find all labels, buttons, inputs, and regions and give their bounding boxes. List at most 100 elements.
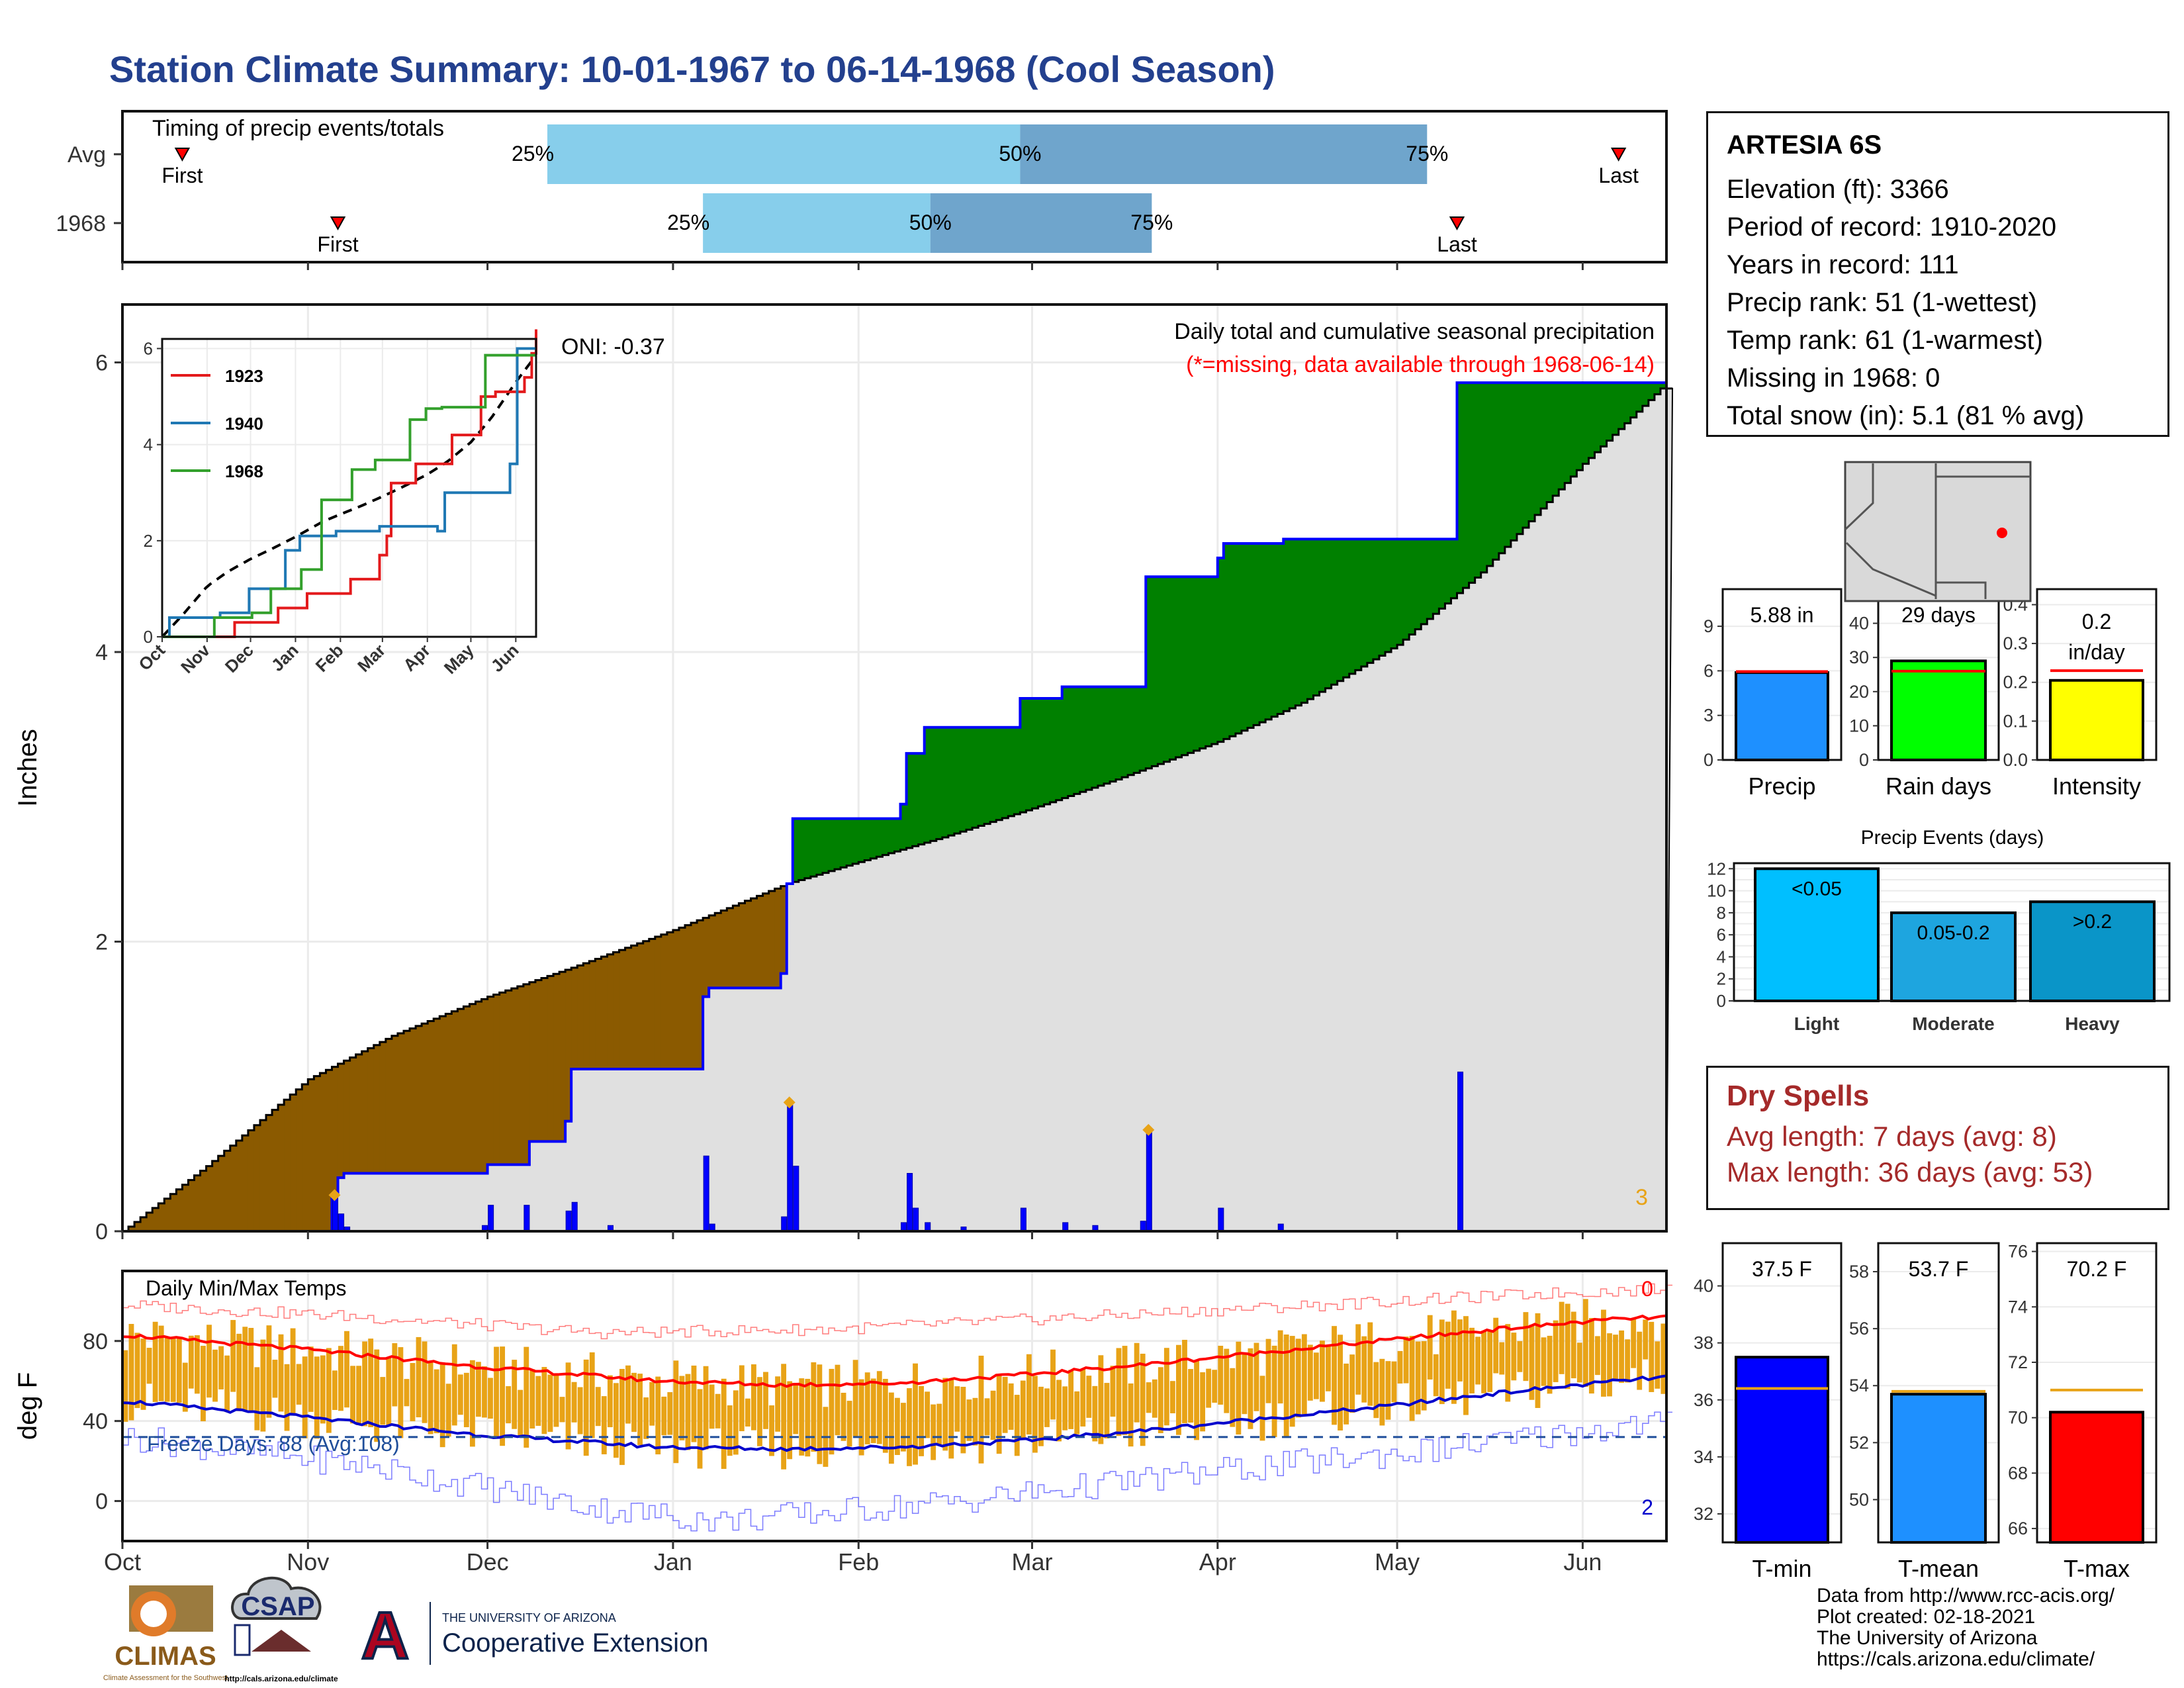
daily-temp-bar xyxy=(1110,1366,1116,1417)
deficit-fill xyxy=(469,1004,477,1174)
daily-temp-bar xyxy=(1338,1335,1343,1430)
daily-temp-bar xyxy=(488,1378,493,1419)
daily-temp-bar xyxy=(799,1378,805,1456)
surplus-fill xyxy=(1463,383,1470,588)
daily-temp-bar xyxy=(362,1341,368,1427)
daily-temp-bar xyxy=(1140,1354,1146,1446)
timing-label-50: 50% xyxy=(909,211,952,234)
surplus-fill xyxy=(1582,383,1590,464)
daily-temp-bar xyxy=(547,1374,553,1432)
surplus-fill xyxy=(1091,686,1099,788)
ua-university-name: THE UNIVERSITY OF ARIZONA xyxy=(442,1611,616,1624)
tempbar-frame xyxy=(1877,1242,2000,1544)
daily-temp-bar xyxy=(302,1356,308,1438)
daily-temp-bar xyxy=(326,1348,332,1433)
daily-temp-bar xyxy=(864,1372,870,1444)
events-title: Precip Events (days) xyxy=(1861,827,2044,849)
tempbar-y-tick-label: 70 xyxy=(2008,1408,2028,1428)
timing-bar-25-50 xyxy=(703,193,931,253)
inset-y-tick-label: 0 xyxy=(144,627,153,647)
daily-precip-bar xyxy=(787,1105,794,1232)
daily-temp-bar xyxy=(1397,1350,1403,1384)
deficit-fill xyxy=(343,1060,351,1174)
surplus-fill xyxy=(1140,686,1146,771)
tempbar-y-tick-label: 66 xyxy=(2008,1519,2028,1538)
surplus-fill xyxy=(1343,539,1350,678)
daily-temp-bar xyxy=(846,1401,852,1447)
deficit-fill xyxy=(523,984,530,1165)
daily-temp-bar xyxy=(685,1374,691,1450)
surplus-fill xyxy=(1211,577,1218,744)
daily-temp-bar xyxy=(1637,1331,1643,1390)
surplus-fill xyxy=(1337,539,1344,681)
oni-annotation: ONI: -0.37 xyxy=(561,334,665,359)
surplus-fill xyxy=(1331,539,1338,685)
daily-temp-bar xyxy=(1463,1316,1469,1415)
surplus-fill xyxy=(1349,539,1356,674)
main-title: Daily total and cumulative seasonal prec… xyxy=(1174,319,1655,344)
daily-temp-bar xyxy=(607,1375,613,1428)
daily-temp-bar xyxy=(715,1393,721,1429)
daily-temp-bar xyxy=(158,1325,164,1401)
daily-precip-bar xyxy=(1457,1071,1464,1232)
surplus-fill xyxy=(841,818,847,868)
freeze-days-label: Freeze Days: 88 (Avg:108) xyxy=(147,1432,400,1456)
deficit-fill xyxy=(660,934,668,1069)
main-y-tick-label: 6 xyxy=(95,351,108,376)
daily-temp-bar xyxy=(769,1405,774,1456)
surplus-fill xyxy=(1110,686,1116,782)
daily-precip-bar xyxy=(1218,1207,1224,1232)
surplus-fill xyxy=(1146,577,1152,769)
daily-temp-bar xyxy=(1206,1368,1212,1408)
daily-temp-bar xyxy=(535,1376,541,1426)
events-y-tick-label: 6 xyxy=(1717,925,1726,945)
surplus-fill xyxy=(1014,727,1021,814)
credits: Data from http://www.rcc-acis.org/ Plot … xyxy=(1817,1585,2115,1670)
daily-temp-bar xyxy=(140,1338,146,1410)
surplus-fill xyxy=(1307,539,1314,700)
surplus-fill xyxy=(978,727,985,826)
deficit-fill xyxy=(170,1194,177,1231)
timing-last-marker xyxy=(1449,216,1465,231)
surplus-fill xyxy=(1295,539,1302,706)
deficit-fill xyxy=(613,952,620,1069)
surplus-fill xyxy=(1223,543,1230,739)
deficit-fill xyxy=(391,1035,398,1174)
deficit-fill xyxy=(338,1063,345,1178)
surplus-fill xyxy=(1451,539,1458,598)
deficit-fill xyxy=(140,1217,147,1231)
deficit-fill xyxy=(643,941,650,1069)
deficit-fill xyxy=(601,957,608,1069)
summary-y-tick-label: 20 xyxy=(1849,682,1869,702)
daily-temp-bar xyxy=(1439,1319,1445,1405)
csap-url: http://cals.arizona.edu/climate xyxy=(224,1674,338,1683)
daily-temp-bar xyxy=(1661,1323,1666,1394)
daily-temp-bar xyxy=(709,1384,715,1429)
daily-temp-bar xyxy=(601,1396,607,1454)
daily-temp-bar xyxy=(1427,1315,1433,1380)
snow-marker xyxy=(1142,1123,1155,1136)
surplus-fill xyxy=(1535,383,1541,515)
events-value-label: 0.05-0.2 xyxy=(1917,922,1989,944)
daily-temp-bar xyxy=(1379,1358,1385,1426)
daily-temp-bar xyxy=(1361,1336,1367,1403)
deficit-fill xyxy=(445,1013,452,1174)
surplus-fill xyxy=(1565,383,1571,483)
timing-label-75: 75% xyxy=(1406,142,1448,165)
tempbar-y-tick-label: 34 xyxy=(1694,1447,1713,1467)
timing-bar-50-75 xyxy=(1020,124,1428,184)
deficit-fill xyxy=(218,1156,225,1231)
deficit-fill xyxy=(128,1226,135,1231)
surplus-fill xyxy=(1205,577,1212,747)
tempbar-y-tick-label: 38 xyxy=(1694,1333,1713,1353)
surplus-fill xyxy=(1445,539,1452,604)
surplus-fill xyxy=(1379,539,1386,656)
daily-temp-bar xyxy=(1511,1333,1517,1381)
deficit-fill xyxy=(607,954,614,1069)
daily-precip-bar xyxy=(781,1216,788,1232)
summary-category-label: Intensity xyxy=(2052,773,2141,800)
summary-y-tick-label: 0.3 xyxy=(2003,633,2028,653)
daily-temp-bar xyxy=(1008,1383,1014,1430)
temps-x-tick-label: Nov xyxy=(287,1548,329,1575)
surplus-fill xyxy=(1570,383,1577,477)
